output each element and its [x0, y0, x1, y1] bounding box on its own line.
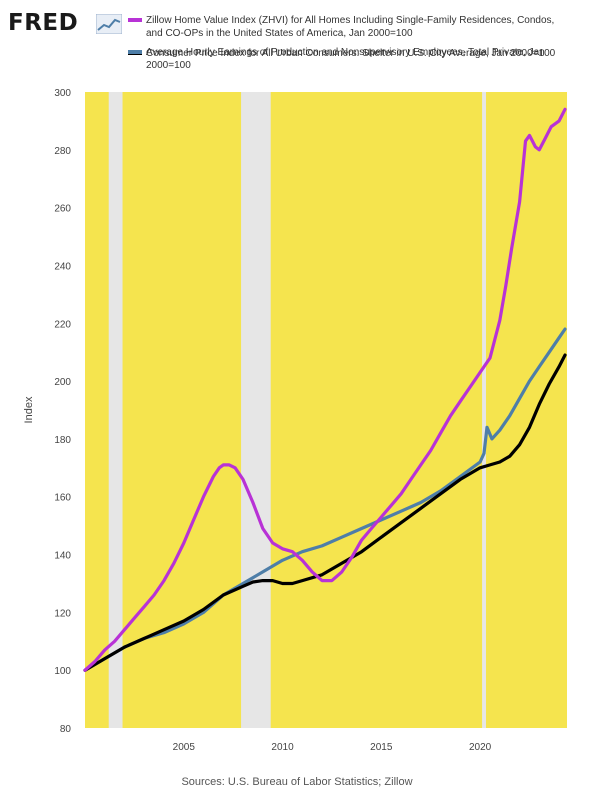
y-tick-label: 240	[54, 261, 71, 272]
y-tick-label: 140	[54, 551, 71, 562]
y-tick-label: 120	[54, 608, 71, 619]
y-tick-label: 200	[54, 377, 71, 388]
recession-band	[108, 92, 123, 728]
legend-label-hourly-earnings: Average Hourly Earnings of Production an…	[146, 47, 545, 71]
legend-label-zhvi: Zillow Home Value Index (ZHVI) for All H…	[146, 15, 555, 39]
y-tick-label: 180	[54, 435, 71, 446]
y-tick-label: 220	[54, 319, 71, 330]
y-tick-label: 280	[54, 146, 71, 157]
legend-label-cpi-shelter: Consumer Price Index for All Urban Consu…	[146, 48, 556, 59]
legend-item-zhvi: Zillow Home Value Index (ZHVI) for All H…	[124, 14, 564, 40]
fred-chart-icon	[96, 14, 122, 34]
series-line	[83, 327, 567, 672]
recession-band	[241, 92, 271, 728]
y-axis-label: Index	[23, 396, 35, 423]
source-note: Sources: U.S. Bureau of Labor Statistics…	[181, 776, 413, 788]
y-tick-label: 160	[54, 493, 71, 504]
y-tick-label: 260	[54, 204, 71, 215]
legend-swatch-hourly-earnings	[128, 50, 142, 54]
y-tick-label: 100	[54, 666, 71, 677]
legend: Zillow Home Value Index (ZHVI) for All H…	[124, 14, 564, 72]
x-tick-label: 2005	[173, 742, 196, 753]
legend-item-hourly-earnings: Average Hourly Earnings of Production an…	[124, 46, 564, 72]
x-tick-label: 2020	[469, 742, 492, 753]
x-tick-label: 2015	[370, 742, 393, 753]
plot-background	[85, 92, 567, 728]
fred-logo[interactable]: FRED	[8, 10, 79, 36]
y-tick-label: 80	[60, 724, 72, 735]
series-line	[83, 107, 567, 672]
recession-band	[482, 92, 487, 728]
y-tick-label: 300	[54, 88, 71, 99]
legend-swatch-zhvi	[128, 18, 142, 22]
x-tick-label: 2010	[271, 742, 294, 753]
series-line	[83, 353, 567, 672]
